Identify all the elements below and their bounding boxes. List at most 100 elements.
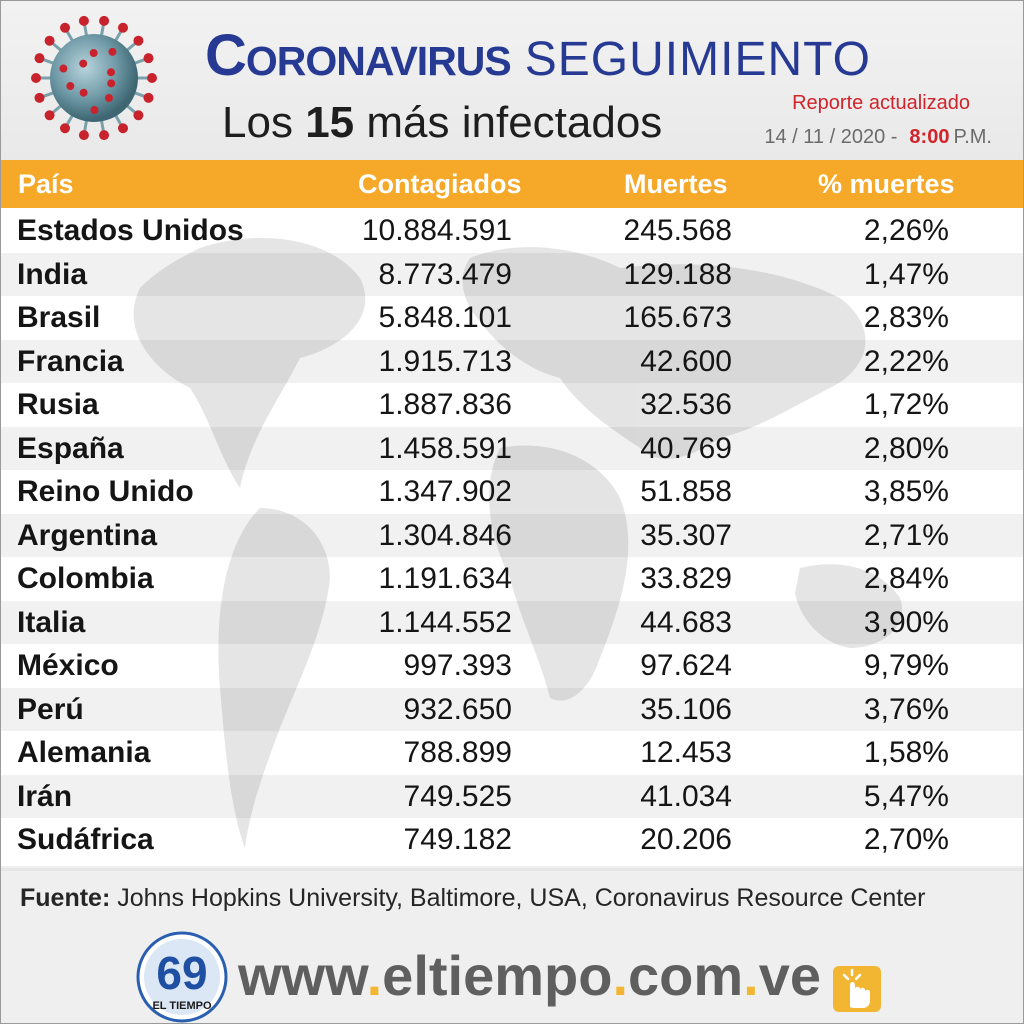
report-date-value: 14 / 11 / 2020 - (764, 126, 898, 148)
cases-cell: 1.458.591 (378, 431, 512, 465)
title-sub: SEGUIMIENTO (524, 33, 871, 86)
subtitle-number: 15 (305, 98, 355, 147)
death-pct-cell: 2,70% (863, 823, 949, 856)
table-row: Italia 1.144.552 44.683 3,90% (0, 600, 1024, 644)
table-header: País Contagiados Muertes % muertes (0, 160, 1024, 208)
country-cell: Argentina (17, 518, 158, 552)
table-body: Estados Unidos 10.884.591 245.568 2,26% Indi… (0, 208, 1024, 866)
country-cell: Perú (17, 692, 84, 726)
cases-cell: 1.144.552 (378, 605, 512, 639)
country-cell: Brasil (17, 301, 101, 334)
cases-cell: 1.304.846 (378, 518, 512, 552)
column-header-cases: Contagiados (358, 168, 522, 199)
deaths-cell: 35.307 (640, 518, 732, 552)
subtitle-prefix: Los (222, 98, 293, 147)
table-row: Sudáfrica 749.182 20.206 2,70% (0, 818, 1024, 861)
deaths-cell: 245.568 (623, 214, 732, 247)
website-part-ve: ve (758, 944, 822, 1007)
report-ampm: P.M. (953, 126, 992, 148)
cases-cell: 788.899 (403, 736, 512, 769)
table-row: India 8.773.479 129.188 1,47% (0, 252, 1024, 296)
deaths-cell: 20.206 (640, 823, 732, 856)
cases-cell: 5.848.101 (378, 301, 512, 334)
report-label: Reporte actualizado (792, 92, 970, 114)
website-link[interactable]: www.eltiempo.com.ve (238, 943, 821, 1008)
table-row: Argentina 1.304.846 35.307 2,71% (0, 513, 1024, 557)
country-cell: Irán (17, 779, 73, 813)
deaths-cell: 165.673 (623, 301, 732, 334)
deaths-cell: 129.188 (623, 257, 732, 291)
death-pct-cell: 9,79% (863, 649, 949, 682)
death-pct-cell: 1,58% (863, 736, 949, 769)
death-pct-cell: 2,83% (863, 301, 949, 334)
divider (0, 868, 1024, 871)
table-row: Irán 749.525 41.034 5,47% (0, 774, 1024, 818)
el-tiempo-logo[interactable]: 69 EL TIEMPO (136, 931, 228, 1023)
cases-cell: 1.347.902 (378, 475, 512, 508)
death-pct-cell: 5,47% (863, 779, 949, 813)
footer: 69 EL TIEMPO www.eltiempo.com.ve (0, 925, 1024, 1024)
website-dot-2: . (612, 944, 628, 1007)
logo-text: EL TIEMPO (152, 1000, 212, 1012)
deaths-cell: 35.106 (640, 692, 732, 726)
country-cell: Reino Unido (17, 475, 194, 508)
cases-cell: 1.887.836 (378, 388, 512, 421)
report-date: 14 / 11 / 2020 - 8:00 P.M. (764, 126, 992, 149)
table-row: Perú 932.650 35.106 3,76% (0, 687, 1024, 731)
deaths-cell: 41.034 (640, 779, 732, 813)
column-header-country: País (18, 168, 74, 199)
death-pct-cell: 2,26% (863, 214, 949, 247)
country-cell: Francia (17, 344, 124, 378)
cases-cell: 932.650 (403, 692, 512, 726)
title-main: Coronavirus (205, 23, 512, 88)
country-cell: Estados Unidos (17, 214, 244, 247)
website-dot-1: . (366, 944, 383, 1007)
country-cell: Colombia (17, 562, 154, 595)
website-part-www: www (238, 944, 367, 1007)
death-pct-cell: 3,90% (863, 605, 949, 639)
country-cell: México (17, 649, 119, 682)
death-pct-cell: 1,72% (863, 388, 949, 421)
world-map-watermark (133, 238, 902, 848)
logo-number: 69 (156, 947, 207, 999)
deaths-cell: 40.769 (640, 431, 732, 465)
report-time: 8:00 (909, 126, 950, 148)
column-header-deaths: Muertes (624, 168, 728, 199)
deaths-cell: 42.600 (640, 344, 732, 378)
table-row: Brasil 5.848.101 165.673 2,83% (0, 296, 1024, 339)
table-row: Colombia 1.191.634 33.829 2,84% (0, 557, 1024, 600)
table-row: México 997.393 97.624 9,79% (0, 644, 1024, 687)
country-cell: Sudáfrica (17, 823, 154, 856)
death-pct-cell: 3,76% (863, 692, 949, 726)
country-cell: Alemania (17, 736, 151, 769)
death-pct-cell: 2,71% (863, 518, 949, 552)
table-row: España 1.458.591 40.769 2,80% (0, 426, 1024, 470)
cases-cell: 1.191.634 (378, 562, 512, 595)
header: Coronavirus SEGUIMIENTO Los 15 más infect… (0, 0, 1024, 160)
death-pct-cell: 3,85% (863, 475, 949, 508)
source-text: Johns Hopkins University, Baltimore, USA… (117, 884, 926, 912)
death-pct-cell: 1,47% (863, 257, 949, 291)
hand-pointer-icon (833, 966, 881, 1012)
deaths-cell: 32.536 (640, 388, 732, 421)
deaths-cell: 12.453 (640, 736, 732, 769)
country-cell: Italia (17, 605, 86, 639)
cases-cell: 1.915.713 (378, 344, 512, 378)
subtitle-suffix: más infectados (366, 98, 663, 147)
table-row: Alemania 788.899 12.453 1,58% (0, 731, 1024, 774)
cases-cell: 749.525 (403, 779, 512, 813)
source-label: Fuente: (20, 884, 111, 912)
cases-cell: 10.884.591 (361, 214, 512, 247)
source: Fuente: Johns Hopkins University, Baltim… (20, 884, 925, 913)
death-pct-cell: 2,22% (863, 344, 949, 378)
deaths-cell: 33.829 (640, 562, 732, 595)
country-cell: India (17, 257, 88, 291)
cases-cell: 8.773.479 (378, 257, 512, 291)
table-row: Estados Unidos 10.884.591 245.568 2,26% (0, 209, 1024, 252)
column-header-death-pct: % muertes (818, 168, 955, 199)
table-row: Francia 1.915.713 42.600 2,22% (0, 339, 1024, 383)
deaths-cell: 97.624 (640, 649, 732, 682)
country-cell: España (17, 431, 124, 465)
coronavirus-illustration (31, 15, 157, 141)
country-cell: Rusia (17, 388, 99, 421)
